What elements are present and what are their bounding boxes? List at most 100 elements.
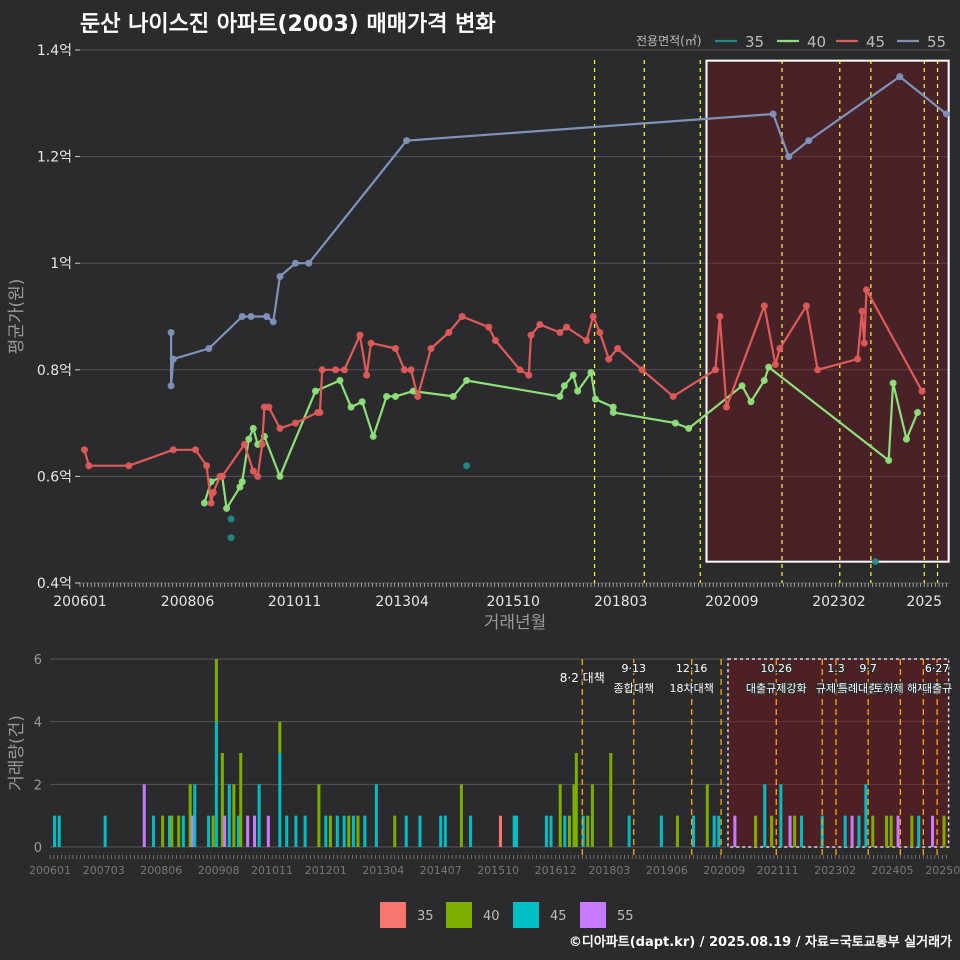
volume-bar-45 (335, 815, 339, 847)
bar-legend-label-35: 35 (417, 909, 434, 924)
volume-bar-40 (754, 815, 758, 847)
volume-bar-35 (498, 815, 502, 847)
data-point-45 (583, 336, 591, 344)
legend-label-35: 35 (745, 33, 764, 51)
policy-annotation-label: 규제완화 (816, 682, 856, 695)
volume-bar-45 (214, 721, 218, 847)
volume-bar-40 (356, 815, 360, 847)
data-point-40 (223, 504, 231, 512)
volume-bar-45 (303, 815, 307, 847)
bar-legend-label-45: 45 (550, 909, 567, 924)
volume-bar-40 (572, 784, 576, 847)
volume-bar-45 (278, 753, 282, 847)
legend-title: 전용면적(㎡) (636, 34, 702, 48)
data-point-45 (169, 446, 177, 454)
data-point-45 (249, 467, 257, 475)
volume-bar-40 (770, 815, 774, 847)
data-point-45 (563, 323, 571, 331)
volume-bar-55 (931, 815, 935, 847)
data-point-45 (638, 366, 646, 374)
volume-bar-45 (227, 784, 231, 847)
legend-label-40: 40 (807, 33, 826, 51)
volume-bar-45 (627, 815, 631, 847)
top-y-tick-label: 0.6억 (37, 469, 72, 485)
policy-annotation-date: 9·7 (859, 662, 877, 675)
data-point-40 (383, 392, 391, 400)
data-point-40 (463, 376, 471, 384)
data-point-45 (391, 344, 399, 352)
data-point-45 (367, 339, 375, 347)
volume-bar-45 (779, 784, 783, 847)
data-point-40 (249, 424, 257, 432)
data-point-40 (449, 392, 457, 400)
data-point-45 (85, 462, 93, 470)
volume-bar-45 (363, 815, 367, 847)
credit-text: ©디아파트(dapt.kr) / 2025.08.19 / 자료=국토교통부 실… (568, 935, 952, 950)
data-point-45 (318, 366, 326, 374)
data-point-45 (527, 331, 535, 339)
volume-bar-45 (418, 815, 422, 847)
data-point-45 (414, 392, 422, 400)
data-point-40 (587, 368, 595, 376)
bottom-x-tick-label: 201201 (305, 864, 347, 877)
data-point-45 (292, 419, 300, 427)
data-point-45 (918, 387, 926, 395)
volume-bar-40 (188, 784, 192, 847)
data-point-45 (862, 286, 870, 294)
data-point-40 (574, 387, 582, 395)
data-point-45 (814, 366, 822, 374)
volume-bar-55 (788, 815, 792, 847)
policy-annotation-label: 대출규제강화 (746, 682, 807, 695)
policy-annotation: 8·2 대책 (560, 670, 605, 685)
bottom-y-tick-label: 6 (34, 653, 42, 668)
bar-legend-swatch-35 (380, 902, 406, 928)
bottom-x-tick-label: 201612 (535, 864, 577, 877)
data-point-40 (560, 382, 568, 390)
top-y-tick-label: 0.8억 (37, 363, 72, 379)
data-point-45 (258, 440, 266, 448)
volume-bar-45 (324, 815, 328, 847)
legend-label-55: 55 (927, 33, 946, 51)
top-y-tick-label: 0.4억 (37, 576, 72, 592)
data-point-45 (711, 366, 719, 374)
bottom-x-tick-label: 202508 (925, 864, 960, 877)
top-y-tick-label: 1억 (50, 256, 72, 272)
data-point-35 (227, 534, 235, 542)
bottom-x-tick-label: 201803 (588, 864, 630, 877)
top-x-tick-label: 200601 (53, 594, 106, 610)
data-point-55 (785, 153, 793, 161)
data-point-45 (605, 355, 613, 363)
top-x-tick-label: 2025 (906, 594, 942, 610)
policy-annotation-date: 6·27 (925, 662, 950, 675)
volume-bar-45 (469, 815, 473, 847)
data-point-55 (205, 344, 213, 352)
top-x-tick-label: 202009 (705, 594, 758, 610)
data-point-45 (716, 313, 724, 320)
volume-bar-45 (168, 815, 172, 847)
data-point-55 (167, 382, 175, 390)
data-point-40 (889, 379, 897, 387)
volume-bar-45 (917, 815, 921, 847)
bottom-x-tick-label: 201304 (362, 864, 404, 877)
volume-bar-45 (712, 815, 716, 847)
data-point-35 (227, 515, 235, 523)
top-highlight-box (705, 59, 950, 563)
data-point-40 (236, 483, 244, 491)
data-point-45 (340, 366, 348, 374)
volume-bar-40 (239, 753, 243, 847)
volume-bar-40 (161, 815, 165, 847)
bottom-x-tick-label: 200908 (198, 864, 240, 877)
volume-bar-40 (211, 815, 215, 847)
volume-bar-40 (871, 815, 875, 847)
policy-annotation-date: 10.26 (761, 662, 793, 675)
data-point-40 (609, 403, 617, 411)
data-point-40 (685, 424, 693, 432)
volume-bar-40 (609, 753, 613, 847)
data-point-40 (914, 408, 922, 416)
volume-bar-40 (910, 815, 914, 847)
data-point-45 (858, 307, 866, 315)
volume-bar-40 (170, 815, 174, 847)
data-point-55 (305, 259, 313, 267)
bottom-x-tick-label: 202405 (872, 864, 914, 877)
data-point-40 (276, 472, 284, 480)
